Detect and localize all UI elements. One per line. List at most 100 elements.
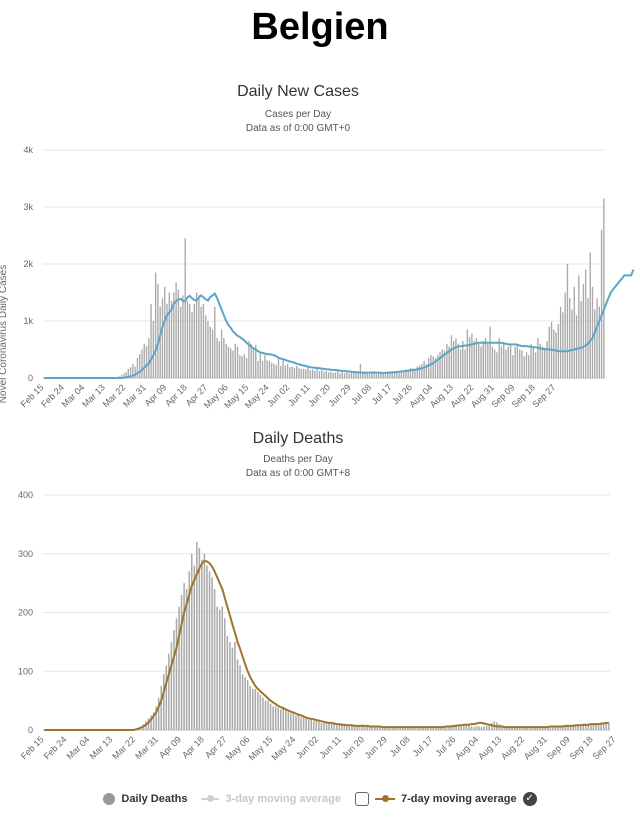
bar [173,292,175,378]
y-tick-label: 1k [23,316,33,326]
x-tick-label: Mar 31 [133,734,160,761]
bar [457,726,460,730]
bar [127,368,130,378]
x-tick-label: Aug 13 [476,734,503,761]
bar [480,727,483,730]
bar [587,724,590,730]
bar [475,725,478,730]
bar [439,352,441,378]
x-tick-label: Apr 18 [180,734,206,760]
bar [139,354,141,378]
bar [218,340,221,378]
x-tick-label: Sep 18 [568,734,595,761]
bar [465,725,468,730]
x-tick-label: Apr 09 [157,734,183,760]
bar [359,363,362,378]
x-tick-label: May 24 [269,734,297,762]
bar [464,349,466,378]
bar [150,303,152,378]
bar [254,688,257,731]
bar [534,726,536,730]
legend-7day-average[interactable]: 7-day moving average ✓ [355,792,537,806]
bar [509,343,512,378]
bar [157,283,159,378]
bar [498,338,500,378]
bar [407,727,409,730]
bar [582,283,585,378]
bar [309,370,312,378]
legend-7day-label: 7-day moving average [401,793,517,805]
bar [198,547,201,731]
bar [366,725,368,730]
bar [289,367,291,378]
bar [241,356,243,378]
bar [202,303,205,378]
bar [343,372,346,378]
bar [368,726,371,730]
legend-daily-deaths[interactable]: Daily Deaths [103,793,187,805]
bar [483,726,485,730]
bar [518,349,521,378]
bar [399,727,401,730]
x-tick-label: Mar 22 [110,734,137,761]
bar [280,366,282,378]
bar [286,363,289,378]
bar [602,724,605,731]
bar [316,367,318,378]
chart-subtitle: Deaths per Day [263,454,332,465]
bar [196,542,198,730]
y-tick-label: 300 [18,549,33,559]
bar [512,355,514,378]
bar [272,706,274,730]
x-tick-label: Jun 29 [327,382,353,408]
bar [394,726,396,730]
bar [487,343,489,378]
bar [450,335,453,378]
bar [530,343,532,378]
bar [590,725,592,730]
bar [220,329,223,378]
y-axis-label: Novel Coronavirus Daily Cases [0,265,9,403]
bar [557,726,559,730]
bar [150,715,152,730]
bar [591,286,594,378]
bar [506,726,508,730]
bar [355,371,357,378]
bar [546,340,548,378]
bar [348,724,351,730]
bar [468,336,471,378]
bar [592,724,595,731]
bar [389,372,391,378]
bar [216,606,218,731]
bar [459,349,462,378]
bar [361,724,363,730]
checkbox-checked-icon[interactable]: ✓ [522,792,537,806]
bar [377,372,380,378]
bar [384,372,387,378]
bar [534,352,537,378]
bar [516,343,519,378]
bar [471,333,473,378]
bar [569,725,572,730]
bar [562,312,564,378]
bar [537,338,539,378]
bar [441,349,443,378]
bar [325,722,328,730]
gridlines [43,149,605,379]
bar [374,725,376,730]
bar [134,366,136,378]
legend-3day-average[interactable]: 3-day moving average [201,793,341,805]
bar [232,350,234,378]
bar [595,723,597,730]
bar [554,727,557,730]
bar [521,350,523,378]
bar [582,725,585,730]
bar [475,338,478,378]
bar [218,609,221,730]
bar [429,727,432,730]
checkbox-unchecked-icon[interactable] [355,792,370,806]
bar [163,674,165,730]
bar [318,371,321,378]
bar [244,677,246,731]
bar [457,343,459,378]
